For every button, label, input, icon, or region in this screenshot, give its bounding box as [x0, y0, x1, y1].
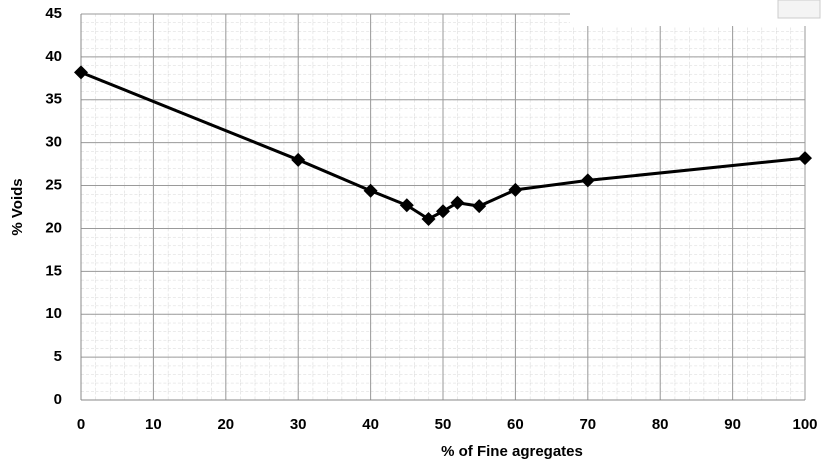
y-tick-label: 15: [45, 262, 62, 279]
x-tick-label: 10: [145, 416, 162, 433]
x-tick-label: 40: [362, 416, 379, 433]
y-tick-label: 35: [45, 91, 62, 108]
x-tick-label: 70: [579, 416, 596, 433]
x-tick-label: 0: [77, 416, 85, 433]
data-marker: [291, 152, 306, 167]
x-tick-label: 100: [792, 416, 817, 433]
y-tick-label: 0: [54, 391, 62, 408]
data-marker: [421, 212, 436, 227]
data-marker: [363, 183, 378, 198]
x-axis-label: % of Fine agregates: [441, 443, 583, 460]
y-axis-label: % Voids: [9, 178, 26, 235]
x-tick-label: 20: [217, 416, 234, 433]
y-tick-label: 30: [45, 134, 62, 151]
data-marker: [580, 173, 595, 188]
thumbnail: [777, 0, 821, 19]
y-tick-label: 40: [45, 48, 62, 65]
data-marker: [399, 198, 414, 213]
x-tick-label: 30: [290, 416, 307, 433]
x-tick-label: 60: [507, 416, 524, 433]
data-marker: [436, 204, 450, 219]
y-tick-label: 10: [45, 305, 62, 322]
data-marker: [74, 65, 88, 80]
data-marker: [450, 195, 465, 210]
x-tick-label: 50: [435, 416, 452, 433]
data-marker: [472, 199, 487, 214]
data-marker: [508, 182, 523, 197]
x-tick-label: 80: [652, 416, 669, 433]
y-tick-label: 5: [54, 348, 62, 365]
y-tick-label: 20: [45, 219, 62, 236]
y-tick-label: 25: [45, 177, 62, 194]
x-tick-label: 90: [724, 416, 741, 433]
data-marker: [798, 151, 812, 166]
y-tick-label: 45: [45, 5, 62, 22]
